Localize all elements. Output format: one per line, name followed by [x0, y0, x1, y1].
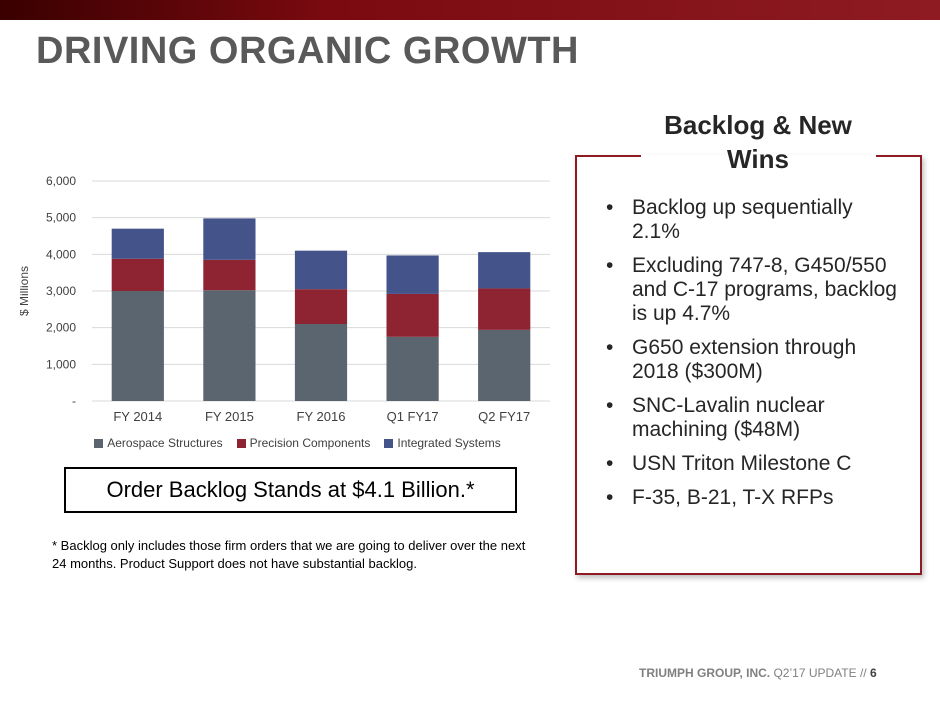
bar-integrated-systems	[386, 255, 439, 294]
bar-integrated-systems	[294, 250, 348, 290]
box-title: Backlog & New Wins	[664, 110, 852, 174]
backlog-callout: Order Backlog Stands at $4.1 Billion.*	[64, 467, 517, 513]
x-tick-label: Q2 FY17	[478, 409, 530, 424]
bar-integrated-systems	[478, 252, 531, 289]
chart-legend: Aerospace Structures Precision Components…	[70, 436, 525, 450]
y-axis-label: $ Millions	[20, 266, 31, 316]
bullet-item: USN Triton Milestone C	[604, 452, 904, 476]
backlog-footnote: * Backlog only includes those firm order…	[52, 538, 526, 571]
x-tick-label: FY 2015	[205, 409, 254, 424]
bar-integrated-systems	[203, 218, 256, 260]
backlog-chart: - 1,000 2,000 3,000 4,000 5,000 6,000 $ Million…	[20, 174, 550, 424]
bar-precision-components	[478, 288, 531, 330]
footer-update: Q2’17 UPDATE //	[773, 666, 867, 680]
box-border-right	[876, 155, 922, 157]
slide-title: DRIVING ORGANIC GROWTH	[36, 30, 579, 72]
legend-item: Precision Components	[236, 436, 371, 450]
y-tick-label: 2,000	[46, 321, 76, 335]
backlog-box	[575, 155, 922, 575]
bullet-item: G650 extension through 2018 ($300M)	[604, 336, 904, 384]
legend-item: Aerospace Structures	[94, 436, 223, 450]
bar-precision-components	[386, 293, 439, 337]
bullet-item: Excluding 747-8, G450/550 and C-17 progr…	[604, 254, 904, 326]
top-banner	[0, 0, 940, 20]
bar-precision-components	[203, 259, 256, 291]
bar-precision-components	[294, 289, 348, 324]
legend-label: Precision Components	[249, 436, 371, 450]
bullet-item: F-35, B-21, T-X RFPs	[604, 486, 904, 510]
legend-swatch	[236, 438, 246, 448]
legend-swatch	[94, 438, 104, 448]
slide-footer: TRIUMPH GROUP, INC. Q2’17 UPDATE // 6	[639, 666, 877, 680]
bar-aerospace-structures	[386, 336, 439, 401]
footer-company: TRIUMPH GROUP, INC.	[639, 666, 771, 680]
bullet-item: Backlog up sequentially 2.1%	[604, 196, 904, 244]
bar-aerospace-structures	[203, 290, 256, 401]
y-tick-label: 4,000	[46, 247, 76, 261]
legend-swatch	[384, 438, 394, 448]
x-tick-label: Q1 FY17	[387, 409, 439, 424]
bar-aerospace-structures	[478, 329, 531, 401]
bar-aerospace-structures	[111, 291, 164, 401]
legend-item: Integrated Systems	[384, 436, 501, 450]
bar-aerospace-structures	[294, 324, 348, 401]
legend-label: Aerospace Structures	[107, 436, 223, 450]
page-number: 6	[869, 666, 877, 680]
bullet-list: Backlog up sequentially 2.1% Excluding 7…	[604, 196, 904, 520]
box-border-left	[575, 155, 641, 157]
x-tick-label: FY 2016	[297, 409, 346, 424]
y-tick-label: 1,000	[46, 357, 76, 371]
y-tick-label: 3,000	[46, 284, 76, 298]
legend-label: Integrated Systems	[397, 436, 501, 450]
y-tick-label: 5,000	[46, 211, 76, 225]
x-tick-label: FY 2014	[113, 409, 162, 424]
bar-integrated-systems	[111, 228, 164, 259]
bar-precision-components	[111, 258, 164, 291]
bullet-item: SNC-Lavalin nuclear machining ($48M)	[604, 394, 904, 442]
y-tick-label: 6,000	[46, 174, 76, 188]
y-tick-label: -	[72, 394, 76, 408]
